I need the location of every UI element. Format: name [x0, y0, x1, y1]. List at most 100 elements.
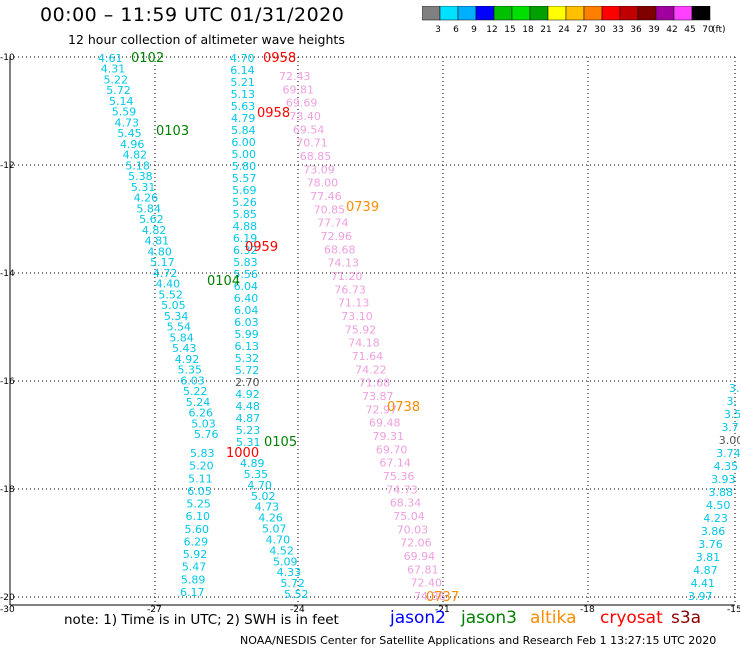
swh-value-track-a: 5.45: [117, 127, 142, 140]
colorbar-label: 9: [471, 25, 477, 35]
colorbar-label: 33: [612, 25, 623, 35]
swh-value-track-f: 4.87: [693, 564, 718, 577]
swh-value-track-a: 5.14: [109, 95, 134, 108]
swh-value-track-a: 4.61: [98, 52, 123, 65]
swh-value-track-e: 68.68: [324, 243, 356, 256]
swh-value-track-c: 5.92: [183, 548, 208, 561]
swh-value-track-e: 69.94: [404, 550, 436, 563]
lon-label: -24: [290, 605, 305, 615]
legend-altika: altika: [530, 608, 577, 628]
swh-value-track-e: 75.36: [383, 470, 415, 483]
swh-value-track-a: 5.38: [128, 170, 153, 183]
swh-value-track-f: 3.7: [721, 421, 739, 434]
swh-value-track-e: 73.40: [289, 110, 321, 123]
legend-cryosat: cryosat: [600, 608, 663, 628]
swh-value-track-a: 4.40: [156, 278, 181, 291]
swh-value-track-b: 5.63: [231, 100, 256, 113]
swh-value-track-b: 4.48: [235, 400, 260, 413]
swh-value-track-d: 5.02: [251, 490, 276, 503]
swh-value-track-e: 73.10: [341, 310, 373, 323]
swh-value-track-a: 5.24: [186, 396, 211, 409]
swh-value-track-a: 5.54: [167, 321, 192, 334]
swh-value-track-f: 3.76: [698, 538, 723, 551]
swh-value-track-e: 77.74: [317, 217, 349, 230]
colorbar-label: 6: [453, 25, 459, 35]
swh-value-track-e: 69.54: [293, 123, 325, 136]
swh-value-track-e: 68.85: [300, 150, 332, 163]
swh-value-track-e: 77.46: [310, 190, 342, 203]
swh-value-track-b: 5.80: [232, 160, 257, 173]
swh-value-track-b: 6.00: [231, 136, 256, 149]
colorbar-label: 45: [684, 25, 695, 35]
swh-value-track-b: 6.32: [233, 244, 258, 257]
swh-value-track-a: 5.62: [139, 213, 164, 226]
swh-value-track-e: 79.31: [372, 430, 404, 443]
swh-value-track-b: 4.70: [230, 52, 255, 65]
swh-value-track-a: 5.76: [194, 428, 219, 441]
lon-label: -21: [435, 605, 450, 615]
swh-value-track-f: 3.74: [716, 447, 740, 460]
swh-value-track-c: 5.83: [190, 447, 215, 460]
swh-value-track-b: 5.69: [232, 184, 257, 197]
lon-label: -27: [147, 605, 162, 615]
swh-value-track-f: 3.00: [719, 434, 740, 447]
colorbar-label: 39: [648, 25, 660, 35]
swh-value-track-f: 3.81: [696, 551, 721, 564]
swh-value-track-b: 6.14: [230, 64, 255, 77]
swh-value-track-d: 4.73: [255, 501, 280, 514]
swh-value-track-b: 5.26: [232, 196, 257, 209]
swh-value-track-a: 4.82: [123, 149, 148, 162]
pass-time-label: 0105: [264, 435, 297, 450]
swh-value-track-b: 5.21: [230, 76, 255, 89]
swh-value-track-e: 74.36: [414, 590, 446, 603]
swh-value-track-f: 3.: [729, 382, 740, 395]
swh-value-track-f: 3.97: [688, 590, 713, 603]
swh-value-track-e: 71.64: [352, 350, 384, 363]
lat-label: -12: [0, 161, 15, 171]
swh-value-track-c: 5.11: [188, 472, 213, 485]
swh-value-track-b: 6.13: [235, 340, 260, 353]
colorbar-label: 21: [540, 25, 551, 35]
swh-value-track-a: 4.72: [153, 267, 178, 280]
swh-value-track-e: 70.03: [397, 523, 429, 536]
swh-value-track-c: 6.29: [184, 535, 209, 548]
swh-value-track-e: 69.70: [376, 443, 408, 456]
page-title: 00:00 – 11:59 UTC 01/31/2020: [40, 4, 345, 26]
swh-value-track-e: 70.85: [314, 203, 346, 216]
swh-value-track-d: 4.70: [266, 533, 291, 546]
swh-value-track-e: 76.73: [334, 283, 366, 296]
pass-time-label: 0739: [346, 200, 379, 215]
swh-value-track-d: 4.26: [258, 512, 283, 525]
swh-value-track-a: 5.72: [106, 84, 131, 97]
swh-value-track-a: 4.92: [175, 353, 200, 366]
colorbar-label: 30: [594, 25, 606, 35]
lon-label: -15: [727, 605, 740, 615]
swh-value-track-a: 4.96: [120, 138, 145, 151]
swh-value-track-b: 5.13: [231, 88, 256, 101]
swh-value-track-b: 4.92: [235, 388, 260, 401]
swh-value-track-b: 5.32: [235, 352, 260, 365]
swh-value-track-c: 5.20: [189, 460, 214, 473]
swh-value-track-b: 5.72: [235, 364, 260, 377]
swh-value-track-b: 5.56: [233, 268, 258, 281]
swh-value-track-a: 4.73: [114, 116, 139, 129]
swh-value-track-e: 72.43: [279, 70, 311, 83]
swh-value-track-f: 4.50: [706, 499, 731, 512]
pass-time-label: 0959: [245, 240, 278, 255]
swh-value-track-b: 5.83: [233, 256, 258, 269]
swh-value-track-a: 5.35: [178, 364, 203, 377]
pass-time-label: 0958: [257, 106, 290, 121]
swh-value-track-d: 4.89: [240, 457, 265, 470]
colorbar-label: 70: [702, 25, 714, 35]
swh-value-track-d: 4.52: [269, 544, 294, 557]
swh-value-track-e: 67.14: [379, 457, 411, 470]
swh-value-track-a: 5.59: [112, 106, 137, 119]
swh-value-track-b: 6.19: [233, 232, 258, 245]
pass-time-label: 0103: [156, 124, 189, 139]
page-subtitle: 12 hour collection of altimeter wave hei…: [68, 32, 345, 47]
swh-value-track-e: 74.73: [386, 483, 418, 496]
swh-value-track-e: 74.18: [348, 337, 380, 350]
swh-value-track-b: 5.31: [236, 436, 261, 449]
lat-label: -14: [0, 269, 15, 279]
swh-value-track-e: 69.48: [369, 417, 401, 430]
